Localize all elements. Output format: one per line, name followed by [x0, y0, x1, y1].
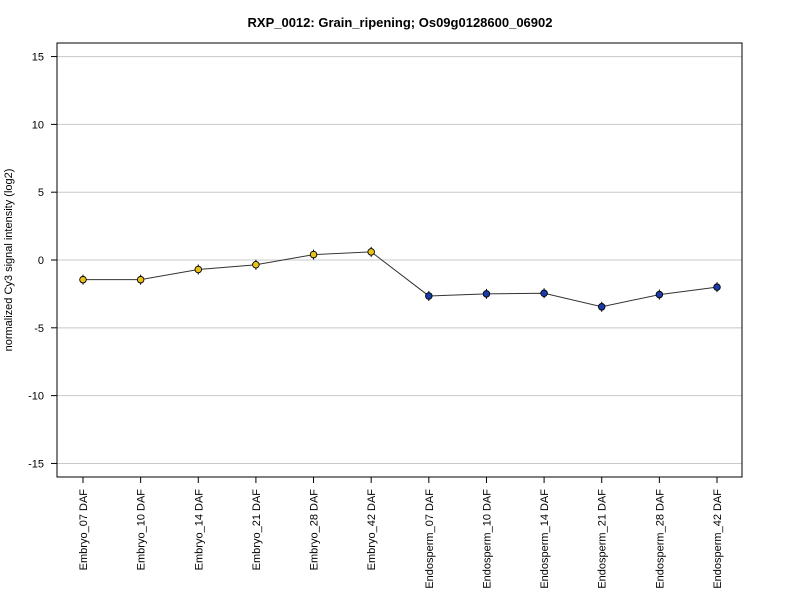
y-tick-label: 15 [32, 52, 44, 64]
chart-title: RXP_0012: Grain_ripening; Os09g0128600_0… [248, 15, 553, 30]
y-tick-label: 10 [32, 119, 44, 131]
x-tick-label: Embryo_28 DAF [309, 489, 321, 571]
x-axis: Embryo_07 DAF Embryo_10 DAF Embryo_14 DAF E… [78, 477, 724, 589]
data-point [655, 290, 664, 299]
grid-lines [57, 56, 742, 464]
y-tick-label: -5 [34, 323, 44, 335]
data-point [136, 275, 145, 284]
y-axis: -15 -10 -5 0 5 10 15 [28, 52, 57, 470]
y-tick-label: 5 [38, 187, 44, 199]
x-tick-label: Endosperm_14 DAF [539, 489, 551, 589]
x-tick-label: Embryo_14 DAF [193, 489, 205, 571]
data-point [597, 303, 606, 311]
x-tick-label: Embryo_42 DAF [366, 489, 378, 571]
series-line [83, 251, 718, 308]
data-point [367, 248, 375, 256]
x-tick-label: Endosperm_28 DAF [654, 489, 666, 589]
x-tick-label: Endosperm_21 DAF [597, 489, 609, 589]
data-point [252, 260, 260, 269]
x-tick-label: Embryo_10 DAF [136, 489, 148, 571]
x-tick-label: Embryo_07 DAF [78, 489, 90, 571]
x-tick-label: Endosperm_07 DAF [424, 489, 436, 589]
x-tick-label: Endosperm_10 DAF [481, 489, 493, 589]
data-point [713, 283, 721, 291]
y-tick-label: -10 [28, 391, 44, 403]
y-tick-label: 0 [38, 255, 44, 267]
y-tick-label: -15 [28, 458, 44, 470]
x-tick-label: Embryo_21 DAF [251, 489, 263, 571]
data-point [482, 290, 491, 298]
data-point [309, 250, 318, 259]
data-point [425, 292, 433, 300]
series [79, 246, 721, 312]
y-axis-label: normalized Cy3 signal intensity (log2) [3, 169, 15, 352]
data-point [540, 289, 548, 297]
x-tick-label: Endosperm_42 DAF [712, 489, 724, 589]
data-point [79, 275, 87, 284]
data-point [194, 265, 203, 274]
